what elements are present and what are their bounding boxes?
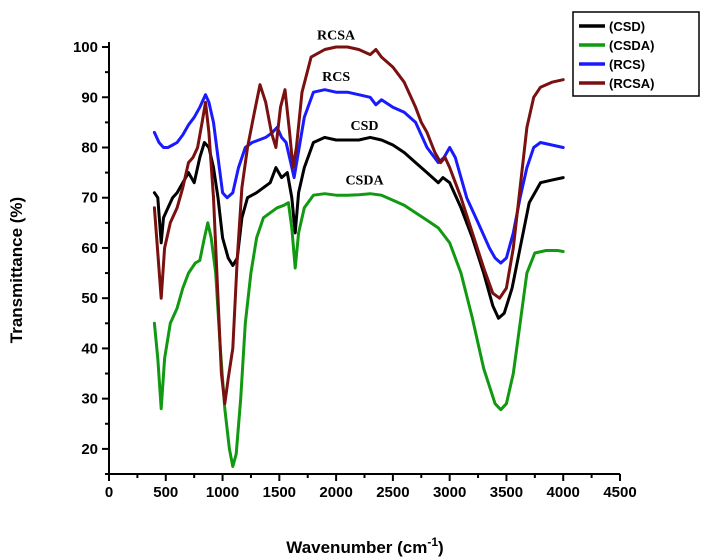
series-line-1 [152,192,565,468]
y-tick-label-1: 30 [81,391,98,408]
annotation-label-0: RCSA [317,28,356,43]
legend-label-0: (CSD) [609,19,645,34]
x-axis-title-main: Wavenumber (cm [286,538,427,557]
y-tick-label-0: 20 [81,441,98,458]
x-tick-label-5: 2500 [376,484,409,501]
series-line-2 [152,88,565,265]
y-tick-label-7: 90 [81,89,98,106]
series-line-0 [152,135,565,320]
series-line-3 [152,45,565,406]
annotation-label-2: CSD [350,119,378,134]
legend-label-2: (RCS) [609,57,645,72]
x-tick-label-3: 1500 [263,484,296,501]
series-layer [152,45,565,468]
y-tick-label-2: 40 [81,340,98,357]
legend-label-1: (CSDA) [609,38,655,53]
x-tick-label-2: 1000 [206,484,239,501]
y-tick-label-4: 60 [81,240,98,257]
y-tick-label-3: 50 [81,290,98,307]
x-tick-label-8: 4000 [547,484,580,501]
annotation-layer: RCSA RCS CSD CSDA [317,28,384,188]
x-tick-label-9: 4500 [603,484,636,501]
x-tick-label-6: 3000 [433,484,466,501]
x-tick-label-4: 2000 [319,484,352,501]
annotation-label-1: RCS [322,70,350,85]
x-axis-title-sup: -1 [427,535,438,549]
y-tick-label-6: 80 [81,139,98,156]
legend: (CSD) (CSDA) (RCS) (RCSA) [572,11,700,97]
x-tick-label-1: 500 [153,484,178,501]
x-tick-label-0: 0 [105,484,113,501]
axes-layer: 0 500 1000 1500 2000 2500 3000 3500 4000 4500 20 30… [73,39,637,501]
y-tick-label-8: 100 [73,39,98,56]
y-tick-label-5: 70 [81,190,98,207]
annotation-label-3: CSDA [345,174,384,189]
x-tick-label-7: 3500 [490,484,523,501]
x-axis-title: Wavenumber (cm-1) [286,535,443,557]
legend-label-3: (RCSA) [609,76,655,91]
x-axis-title-end: ) [438,538,444,557]
y-axis-title: Transmittance (%) [7,197,26,343]
